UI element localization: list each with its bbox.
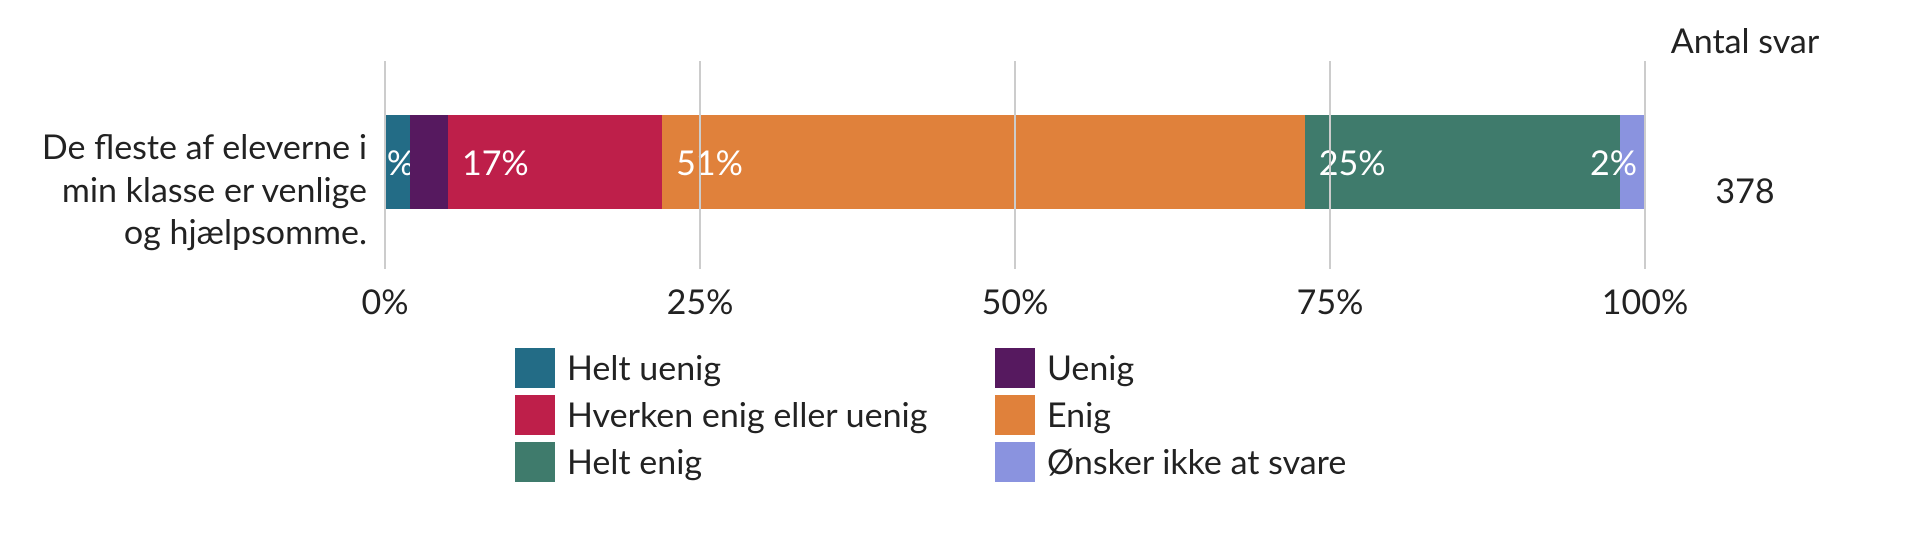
gridline [1644, 61, 1646, 269]
chart-row: De fleste af eleverne i min klasse er ve… [20, 61, 1898, 319]
legend-item-hverken: Hverken enig eller uenig [515, 394, 995, 435]
legend-label: Hverken enig eller uenig [567, 394, 927, 435]
legend-item-helt_enig: Helt enig [515, 441, 995, 482]
x-tick-label: 50% [982, 281, 1049, 322]
legend-item-onsker_ikke: Ønsker ikke at svare [995, 441, 1415, 482]
segment-helt_enig: 25% [1305, 115, 1620, 209]
legend-swatch [995, 348, 1035, 388]
legend-label: Ønsker ikke at svare [1047, 441, 1346, 482]
header-row: Antal svar [20, 20, 1898, 61]
legend-item-helt_uenig: Helt uenig [515, 347, 995, 388]
segment-value-label: 17% [448, 142, 529, 183]
gridline [384, 61, 386, 269]
x-tick-label: 100% [1602, 281, 1688, 322]
legend-swatch [515, 348, 555, 388]
plot-area: 2% 17% 51% 25% 2% [385, 61, 1645, 269]
legend-item-uenig: Uenig [995, 347, 1415, 388]
x-tick-label: 75% [1297, 281, 1364, 322]
x-axis: 0%25%50%75%100% [385, 269, 1645, 319]
segment-value-label: 51% [662, 142, 743, 183]
legend-swatch [995, 442, 1035, 482]
legend-label: Uenig [1047, 347, 1134, 388]
legend-swatch [515, 395, 555, 435]
gridline [699, 61, 701, 269]
segment-value-label: 2% [367, 142, 414, 183]
legend-label: Enig [1047, 394, 1111, 435]
question-label: De fleste af eleverne i min klasse er ve… [20, 61, 385, 319]
question-text: De fleste af eleverne i min klasse er ve… [20, 126, 367, 254]
response-count-header: Antal svar [1671, 20, 1819, 61]
segment-value-label: 2% [1590, 142, 1637, 183]
legend-label: Helt uenig [567, 347, 721, 388]
x-tick-label: 0% [362, 281, 409, 322]
segment-hverken: 17% [448, 115, 662, 209]
legend-swatch [995, 395, 1035, 435]
legend: Helt uenig Uenig Hverken enig eller uenig E… [515, 347, 1898, 482]
plot-column: 2%17%51%25%2% 0%25%50%75%100% [385, 61, 1645, 319]
segment-value-label: 25% [1305, 142, 1386, 183]
segment-uenig [410, 115, 448, 209]
segment-helt_uenig: 2% [385, 115, 410, 209]
legend-label: Helt enig [567, 441, 702, 482]
response-count-value: 378 [1715, 170, 1774, 211]
chart-container: Antal svar De fleste af eleverne i min k… [20, 20, 1898, 482]
legend-swatch [515, 442, 555, 482]
gridline [1329, 61, 1331, 269]
segment-onsker_ikke: 2% [1620, 115, 1645, 209]
x-tick-label: 25% [667, 281, 734, 322]
segment-enig: 51% [662, 115, 1305, 209]
gridline [1014, 61, 1016, 269]
legend-item-enig: Enig [995, 394, 1415, 435]
